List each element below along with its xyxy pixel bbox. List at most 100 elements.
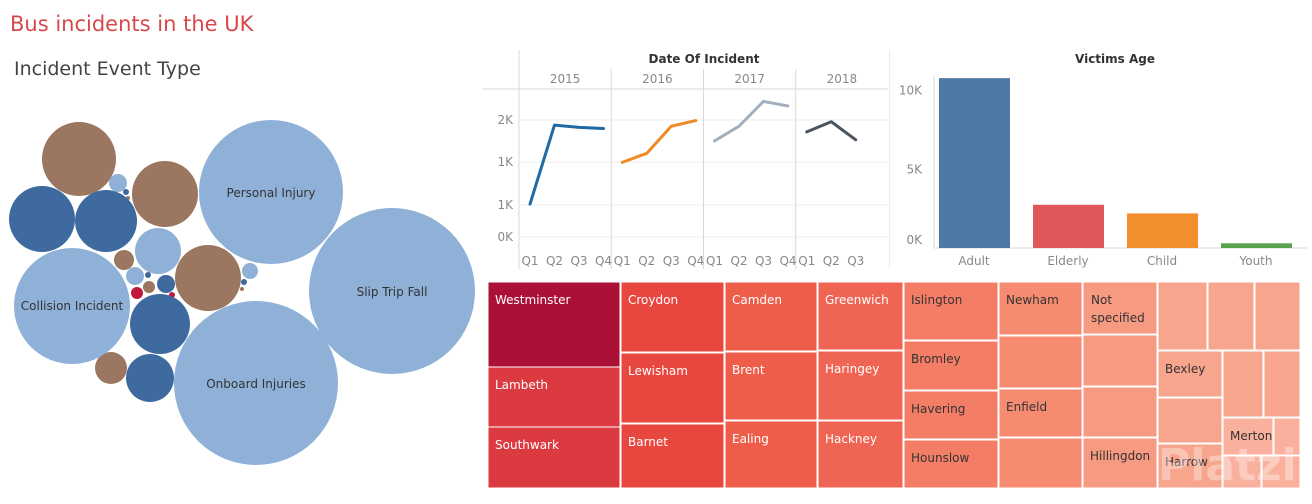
treemap-cell-southwark[interactable]: [488, 426, 621, 488]
bubble[interactable]: [241, 279, 247, 285]
bubble[interactable]: [175, 245, 241, 311]
treemap-cell-westminster[interactable]: [488, 282, 621, 368]
line-quarter-label: Q3: [847, 254, 864, 268]
line-year-label: 2015: [550, 72, 581, 86]
treemap-cell[interactable]: [1082, 334, 1158, 387]
treemap-cell-enfield[interactable]: [998, 388, 1083, 438]
treemap-cell-bexley[interactable]: [1157, 350, 1223, 398]
date-of-incident-chart: Date Of Incident 2015 2016 2017 2018 0K 1K 1K…: [483, 50, 888, 269]
bubble[interactable]: [126, 354, 174, 402]
bar-child[interactable]: [1127, 213, 1198, 248]
treemap-cell[interactable]: [1273, 417, 1300, 456]
bubble[interactable]: [9, 186, 75, 252]
bubble[interactable]: [75, 190, 137, 252]
treemap-label: Lambeth: [495, 378, 548, 392]
treemap-cell-bromley[interactable]: [903, 340, 999, 391]
bar-y-tick-label: 0K: [906, 233, 923, 247]
treemap-label: Harrow: [1165, 455, 1208, 469]
treemap-cell[interactable]: [1157, 282, 1208, 351]
treemap-cell[interactable]: [1157, 397, 1223, 444]
treemap-cell-merton[interactable]: [1222, 417, 1274, 456]
treemap-cell-islington[interactable]: [903, 282, 999, 341]
line-quarter-label: Q2: [730, 254, 747, 268]
bubble-label-personal-injury: Personal Injury: [227, 186, 316, 200]
bar-adult[interactable]: [939, 78, 1010, 249]
treemap-cell[interactable]: [998, 437, 1083, 488]
line-quarter-label: Q2: [638, 254, 655, 268]
treemap-cell-ealing[interactable]: [724, 420, 818, 488]
treemap-cell-hackney[interactable]: [817, 420, 904, 488]
bar-elderly[interactable]: [1033, 204, 1104, 248]
bubble[interactable]: [109, 174, 127, 192]
line-series-2018[interactable]: [805, 120, 858, 142]
treemap-cell-camden[interactable]: [724, 282, 818, 352]
treemap-cell[interactable]: [1254, 282, 1300, 351]
bubble[interactable]: [126, 267, 144, 285]
treemap-cell-greenwich[interactable]: [817, 282, 904, 351]
line-series-2015[interactable]: [528, 123, 605, 206]
bar-category-label: Adult: [958, 254, 990, 268]
treemap-cell[interactable]: [1261, 455, 1300, 488]
bubble[interactable]: [145, 272, 151, 278]
treemap-label: Brent: [732, 363, 765, 377]
line-quarter-label: Q1: [798, 254, 815, 268]
treemap-cell[interactable]: [1222, 455, 1262, 488]
bubble[interactable]: [157, 275, 175, 293]
treemap-cell[interactable]: [1263, 350, 1300, 418]
treemap-cell[interactable]: [1082, 386, 1158, 438]
bubble-onboard-injuries[interactable]: [174, 301, 338, 465]
treemap-label: Camden: [732, 293, 782, 307]
bubble-personal-injury[interactable]: [199, 120, 343, 264]
bubble[interactable]: [123, 189, 129, 195]
treemap-cell-lambeth[interactable]: [488, 366, 621, 428]
bubble-slip-trip-fall[interactable]: [309, 208, 475, 374]
bar-youth[interactable]: [1221, 243, 1292, 248]
treemap-label: Bromley: [911, 352, 961, 366]
line-quarter-label: Q4: [687, 254, 704, 268]
treemap-cell[interactable]: [1207, 282, 1255, 351]
bubble[interactable]: [242, 263, 258, 279]
line-quarter-label: Q4: [779, 254, 796, 268]
treemap-label: Not specified: [1091, 293, 1145, 325]
bar-chart-title: Victims Age: [1075, 52, 1155, 66]
line-series-2016[interactable]: [620, 119, 698, 164]
treemap-label: Havering: [911, 402, 965, 416]
bubble-collision-incident[interactable]: [14, 248, 130, 364]
bubble[interactable]: [132, 161, 198, 227]
bubble[interactable]: [240, 287, 244, 291]
bubble[interactable]: [95, 352, 127, 384]
line-quarter-label: Q1: [521, 254, 538, 268]
bar-category-label: Elderly: [1047, 254, 1088, 268]
bubble[interactable]: [130, 294, 190, 354]
treemap-cell[interactable]: [1222, 350, 1264, 418]
treemap-cell-hillingdon[interactable]: [1082, 437, 1158, 488]
treemap-cell-harrow[interactable]: [1157, 443, 1223, 488]
treemap-cell-newham[interactable]: [998, 282, 1083, 336]
treemap-cell-croydon[interactable]: [620, 282, 725, 353]
bubble[interactable]: [114, 250, 134, 270]
treemap-cell-barnet[interactable]: [620, 423, 725, 488]
treemap-label: Bexley: [1165, 362, 1205, 376]
treemap-cell-not-specified[interactable]: [1082, 282, 1158, 335]
bar-category-label: Child: [1147, 254, 1177, 268]
bubble-chart-title: Incident Event Type: [14, 58, 201, 80]
treemap-label: Lewisham: [628, 364, 688, 378]
victims-age-chart: Victims Age 0K 5K 10K Adult Elderly Child You…: [889, 50, 1307, 269]
treemap-cell-haringey[interactable]: [817, 350, 904, 421]
treemap-cell[interactable]: [998, 335, 1083, 389]
line-y-tick-label: 1K: [497, 155, 514, 169]
line-quarter-label: Q1: [614, 254, 631, 268]
bubble[interactable]: [143, 281, 155, 293]
bubble[interactable]: [135, 228, 181, 274]
treemap-cell-brent[interactable]: [724, 351, 818, 421]
line-series-2017[interactable]: [713, 99, 790, 143]
bubble-chart: Personal Injury Slip Trip Fall Collision…: [9, 120, 475, 465]
treemap-cell-hounslow[interactable]: [903, 439, 999, 488]
bubble[interactable]: [42, 122, 116, 196]
bubble[interactable]: [131, 287, 143, 299]
treemap-cell-havering[interactable]: [903, 390, 999, 440]
treemap-cell-lewisham[interactable]: [620, 352, 725, 424]
treemap-label: Hillingdon: [1090, 449, 1150, 463]
platzi-watermark: Platzi: [1158, 440, 1297, 488]
bubble-label-slip-trip-fall: Slip Trip Fall: [357, 285, 428, 299]
